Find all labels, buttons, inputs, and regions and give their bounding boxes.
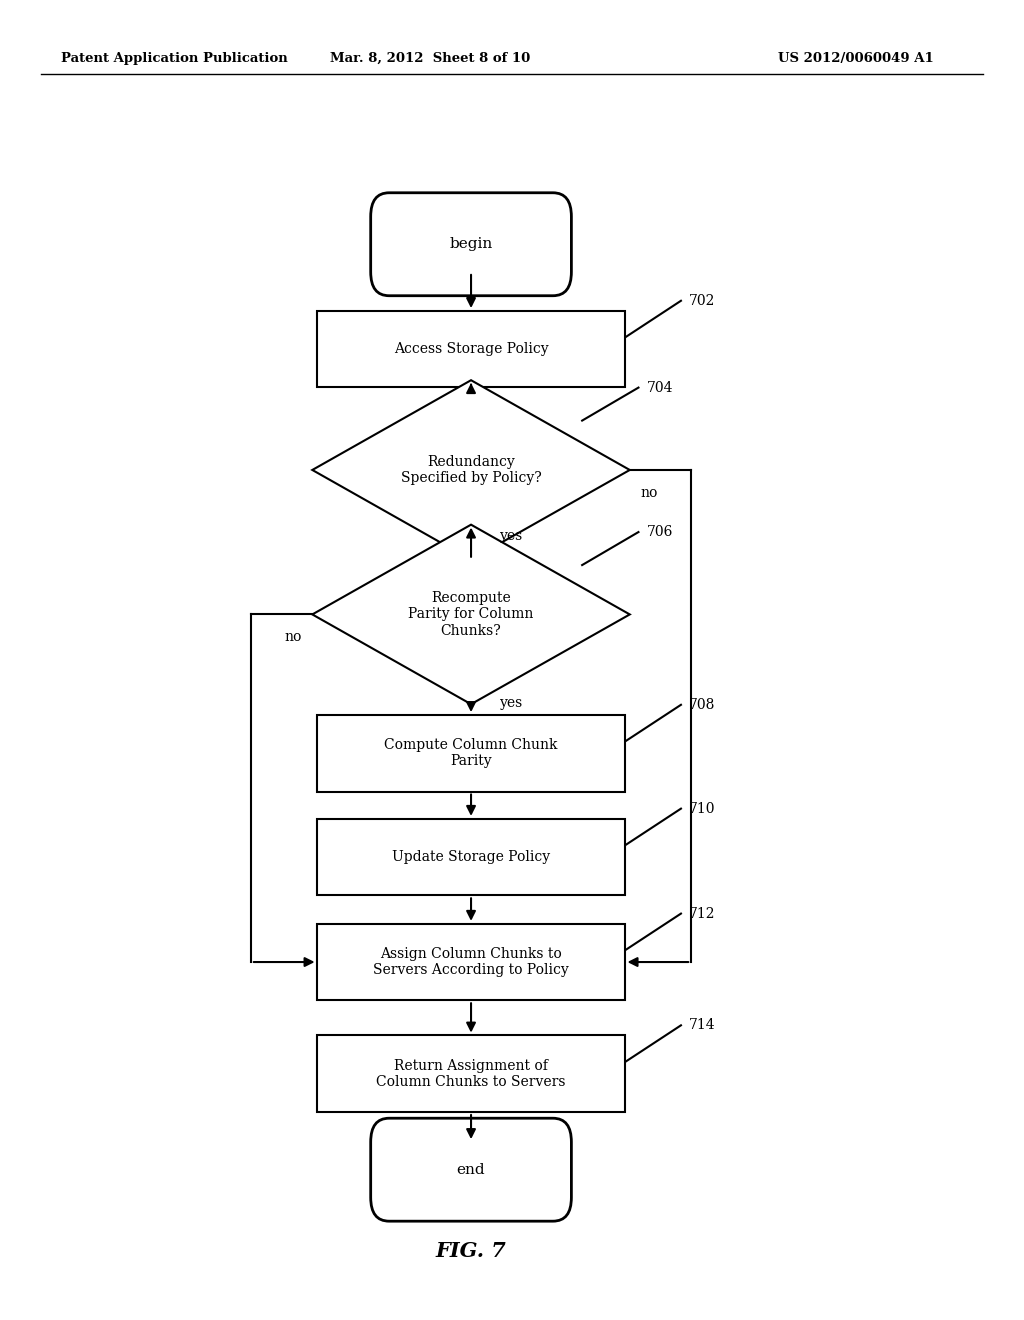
Bar (317, 715, 625, 792)
Text: Assign Column Chunks to
Servers According to Policy: Assign Column Chunks to Servers Accordin… (373, 946, 569, 977)
Bar (317, 924, 625, 1001)
Text: no: no (285, 630, 302, 644)
Text: FIG. 7: FIG. 7 (435, 1241, 507, 1261)
Text: 708: 708 (689, 698, 716, 711)
Text: 704: 704 (647, 380, 673, 395)
Text: Mar. 8, 2012  Sheet 8 of 10: Mar. 8, 2012 Sheet 8 of 10 (330, 51, 530, 65)
Text: 702: 702 (689, 294, 716, 308)
Text: Recompute
Parity for Column
Chunks?: Recompute Parity for Column Chunks? (409, 591, 534, 638)
Text: end: end (457, 1163, 485, 1176)
Polygon shape (312, 524, 630, 704)
Text: Update Storage Policy: Update Storage Policy (392, 850, 550, 865)
Text: US 2012/0060049 A1: US 2012/0060049 A1 (778, 51, 934, 65)
Text: 710: 710 (689, 801, 716, 816)
Text: Compute Column Chunk
Parity: Compute Column Chunk Parity (384, 738, 558, 768)
Text: yes: yes (500, 696, 523, 710)
Text: begin: begin (450, 238, 493, 251)
FancyBboxPatch shape (371, 193, 571, 296)
Bar (317, 818, 625, 895)
FancyBboxPatch shape (371, 1118, 571, 1221)
Text: 712: 712 (689, 907, 716, 920)
Text: Access Storage Policy: Access Storage Policy (393, 342, 549, 356)
Text: 706: 706 (647, 525, 673, 539)
Text: Return Assignment of
Column Chunks to Servers: Return Assignment of Column Chunks to Se… (376, 1059, 566, 1089)
Bar (317, 1035, 625, 1111)
Bar (317, 312, 625, 388)
Polygon shape (312, 380, 630, 560)
Text: yes: yes (500, 528, 523, 543)
Text: Redundancy
Specified by Policy?: Redundancy Specified by Policy? (400, 455, 542, 484)
Text: 714: 714 (689, 1018, 716, 1032)
Text: no: no (640, 486, 657, 500)
Text: Patent Application Publication: Patent Application Publication (61, 51, 288, 65)
